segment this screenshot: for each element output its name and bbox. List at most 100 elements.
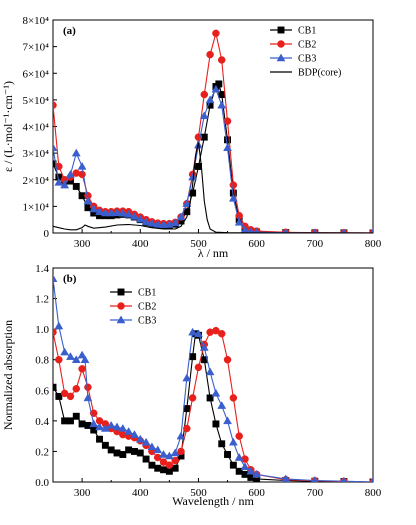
data-point	[95, 422, 104, 431]
data-point	[153, 219, 163, 228]
data-point	[200, 90, 209, 99]
x-tick-label: 400	[132, 238, 149, 250]
data-point	[188, 394, 197, 402]
data-point	[77, 161, 87, 170]
data-point	[71, 355, 81, 363]
legend-label: CB2	[138, 302, 156, 313]
data-point	[78, 365, 86, 373]
data-point	[55, 392, 63, 400]
data-point	[182, 373, 192, 382]
data-point	[229, 181, 238, 189]
data-point	[223, 416, 232, 425]
data-point	[246, 466, 256, 475]
legend-entry: CB1	[110, 288, 156, 299]
data-point	[229, 461, 237, 469]
x-axis-label: λ / nm	[198, 246, 229, 260]
data-point	[205, 95, 215, 104]
data-point	[72, 182, 80, 190]
data-point	[159, 220, 168, 228]
legend-entry: CB2	[270, 40, 316, 51]
data-point	[228, 437, 238, 446]
panel-a-chart: 300 400 500 600 700 800 0 1×10⁴ 2×10⁴ 3×10⁴ 4×10⁴ 5…	[1, 15, 382, 260]
plot-frame	[52, 267, 374, 483]
series-cb1	[53, 330, 373, 482]
data-point	[53, 274, 58, 282]
legend-entry: CB1	[270, 26, 316, 37]
x-tick-label: 300	[74, 487, 91, 499]
data-point	[154, 464, 162, 472]
data-point	[147, 218, 157, 227]
data-point	[229, 394, 238, 402]
data-point	[228, 193, 238, 202]
x-tick-label: 800	[365, 238, 382, 250]
data-point	[205, 367, 215, 376]
data-point	[182, 199, 192, 207]
data-point	[80, 355, 90, 363]
x-tick-label: 700	[307, 238, 324, 250]
data-point	[60, 389, 69, 398]
data-point	[118, 423, 128, 432]
data-point	[176, 431, 186, 440]
data-point	[78, 170, 86, 179]
legend-marker	[276, 53, 286, 62]
data-point	[89, 204, 99, 213]
y-tick-label: 0.2	[35, 446, 49, 458]
x-tick-label: 800	[365, 487, 382, 499]
data-point	[141, 217, 151, 226]
y-tick-label: 1.2	[35, 294, 49, 306]
data-point	[61, 417, 69, 425]
legend-entry: BDP(core)	[270, 68, 341, 79]
panel-label: (a)	[63, 25, 76, 37]
series-line	[53, 87, 373, 233]
legend-entry: CB3	[270, 53, 316, 65]
data-point	[183, 405, 191, 413]
data-point	[106, 420, 116, 429]
data-point	[224, 451, 231, 458]
data-point	[212, 29, 220, 38]
data-point	[66, 392, 75, 401]
data-point	[194, 329, 203, 337]
legend-marker	[117, 302, 125, 310]
data-point	[136, 449, 144, 457]
data-point	[141, 437, 151, 446]
data-point	[217, 329, 226, 338]
data-point	[131, 447, 138, 455]
x-tick-label: 400	[132, 487, 149, 499]
y-tick-label: 1.0	[35, 324, 49, 336]
data-point	[234, 217, 244, 226]
data-point	[223, 355, 232, 364]
data-point	[247, 227, 255, 233]
y-tick-label: 0.8	[35, 355, 49, 367]
data-point	[78, 420, 86, 428]
data-point	[188, 327, 198, 336]
x-tick-label: 600	[248, 238, 265, 250]
data-point	[112, 208, 122, 217]
y-tick-label: 8×10⁴	[22, 15, 49, 27]
data-point	[252, 469, 262, 478]
data-point	[165, 461, 174, 469]
series-cb3	[53, 274, 373, 482]
data-point	[211, 388, 221, 397]
data-point	[66, 352, 75, 360]
data-point	[217, 100, 227, 109]
data-point	[89, 419, 99, 428]
data-point	[101, 441, 109, 449]
legend-marker	[116, 315, 126, 324]
y-tick-label: 0	[44, 228, 50, 240]
data-point	[67, 417, 74, 425]
data-point	[125, 446, 133, 454]
data-point	[212, 420, 220, 428]
data-point	[199, 111, 209, 120]
y-tick-label: 3×10⁴	[22, 148, 49, 160]
y-tick-label: 5×10⁴	[22, 95, 49, 107]
data-point	[106, 208, 116, 217]
data-point	[71, 148, 81, 157]
data-point	[107, 446, 115, 454]
data-point	[118, 208, 128, 217]
y-tick-label: 0.4	[35, 416, 49, 428]
data-point	[53, 383, 57, 391]
data-point	[176, 212, 186, 221]
data-point	[130, 430, 139, 438]
data-point	[217, 56, 226, 64]
data-point	[124, 427, 134, 435]
